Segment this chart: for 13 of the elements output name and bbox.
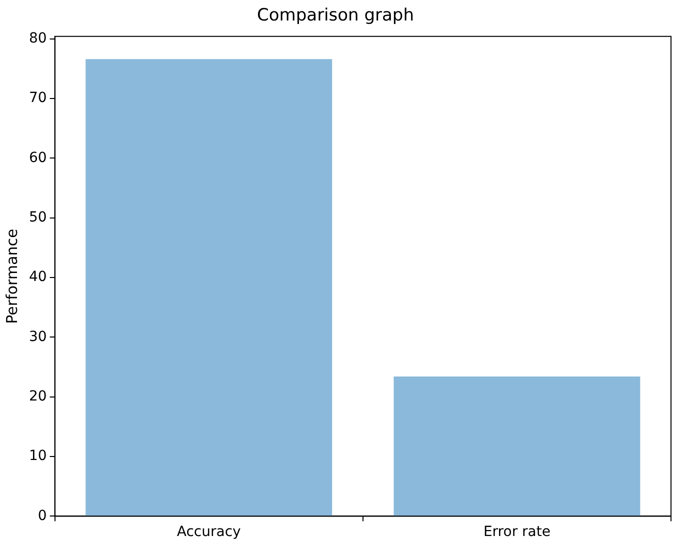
chart-title: Comparison graph [257, 6, 414, 26]
y-tick-label: 0 [38, 508, 47, 524]
y-tick-label: 50 [28, 209, 47, 226]
y-tick-label: 40 [28, 269, 47, 286]
y-axis-title: Performance [2, 228, 21, 324]
x-tick-label: Accuracy [176, 524, 241, 540]
y-tick-label: 20 [28, 388, 47, 404]
y-tick-label: 10 [28, 448, 47, 464]
y-tick-label: 30 [28, 328, 47, 345]
y-tick-label: 70 [28, 90, 47, 106]
y-tick-label: 80 [28, 30, 47, 46]
x-tick-label: Error rate [483, 524, 550, 540]
y-tick-label: 60 [28, 150, 47, 166]
